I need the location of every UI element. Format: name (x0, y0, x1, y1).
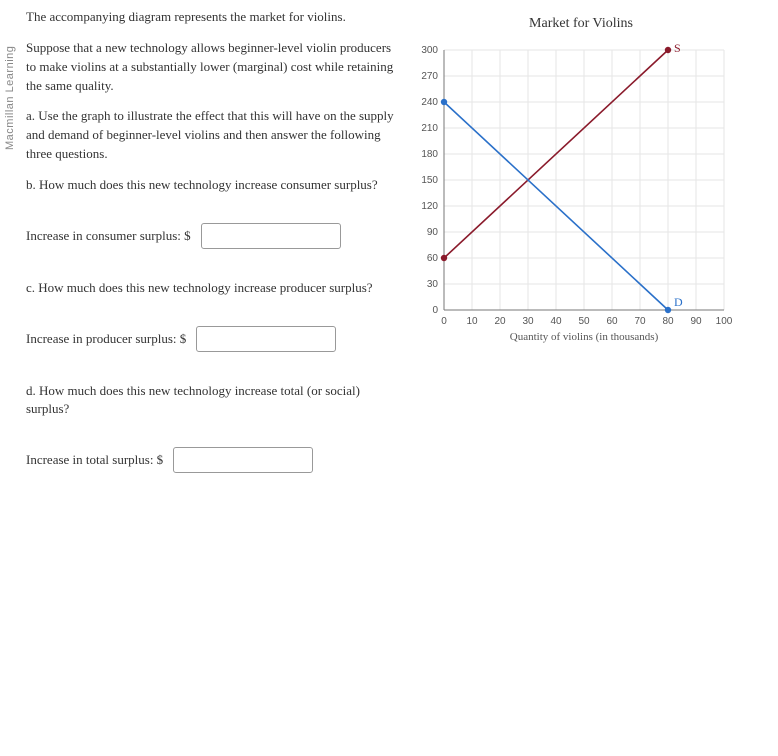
svg-text:30: 30 (427, 279, 439, 290)
svg-text:80: 80 (662, 316, 674, 327)
question-c: c. How much does this new technology inc… (26, 279, 396, 298)
producer-surplus-row: Increase in producer surplus: $ (26, 326, 396, 352)
svg-text:300: 300 (421, 45, 438, 56)
question-a: a. Use the graph to illustrate the effec… (26, 107, 396, 164)
producer-surplus-input[interactable] (196, 326, 336, 352)
svg-text:90: 90 (427, 227, 439, 238)
svg-text:S: S (674, 41, 681, 55)
svg-text:240: 240 (421, 97, 438, 108)
question-d: d. How much does this new technology inc… (26, 382, 396, 420)
svg-text:70: 70 (634, 316, 646, 327)
svg-text:D: D (674, 295, 683, 309)
svg-text:0: 0 (441, 316, 447, 327)
svg-text:10: 10 (466, 316, 478, 327)
chart-panel: Market for Violins 0 10 20 30 40 50 60 70 80 90 10… (406, 8, 756, 503)
chart-title: Market for Violins (406, 16, 756, 32)
consumer-surplus-row: Increase in consumer surplus: $ (26, 223, 396, 249)
svg-text:60: 60 (606, 316, 618, 327)
total-surplus-row: Increase in total surplus: $ (26, 447, 396, 473)
consumer-surplus-input[interactable] (201, 223, 341, 249)
consumer-surplus-label: Increase in consumer surplus: $ (26, 228, 191, 244)
total-surplus-input[interactable] (173, 447, 313, 473)
svg-text:60: 60 (427, 253, 439, 264)
svg-text:120: 120 (421, 201, 438, 212)
svg-text:40: 40 (550, 316, 562, 327)
question-panel: The accompanying diagram represents the … (26, 8, 396, 503)
svg-text:210: 210 (421, 123, 438, 134)
svg-text:30: 30 (522, 316, 534, 327)
svg-text:50: 50 (578, 316, 590, 327)
market-chart[interactable]: 0 10 20 30 40 50 60 70 80 90 100 0 30 60 90 120 150 180 21… (406, 38, 756, 368)
producer-surplus-label: Increase in producer surplus: $ (26, 331, 186, 347)
svg-text:90: 90 (690, 316, 702, 327)
svg-text:Quantity of violins (in thousa: Quantity of violins (in thousands) (510, 331, 659, 343)
question-b: b. How much does this new technology inc… (26, 176, 396, 195)
svg-text:270: 270 (421, 71, 438, 82)
svg-text:0: 0 (432, 305, 438, 316)
svg-text:180: 180 (421, 149, 438, 160)
svg-text:150: 150 (421, 175, 438, 186)
intro-text: The accompanying diagram represents the … (26, 8, 396, 27)
svg-text:20: 20 (494, 316, 506, 327)
total-surplus-label: Increase in total surplus: $ (26, 452, 163, 468)
brand-watermark: Macmillan Learning (4, 46, 16, 150)
paragraph-1: Suppose that a new technology allows beg… (26, 39, 396, 96)
svg-text:100: 100 (716, 316, 733, 327)
